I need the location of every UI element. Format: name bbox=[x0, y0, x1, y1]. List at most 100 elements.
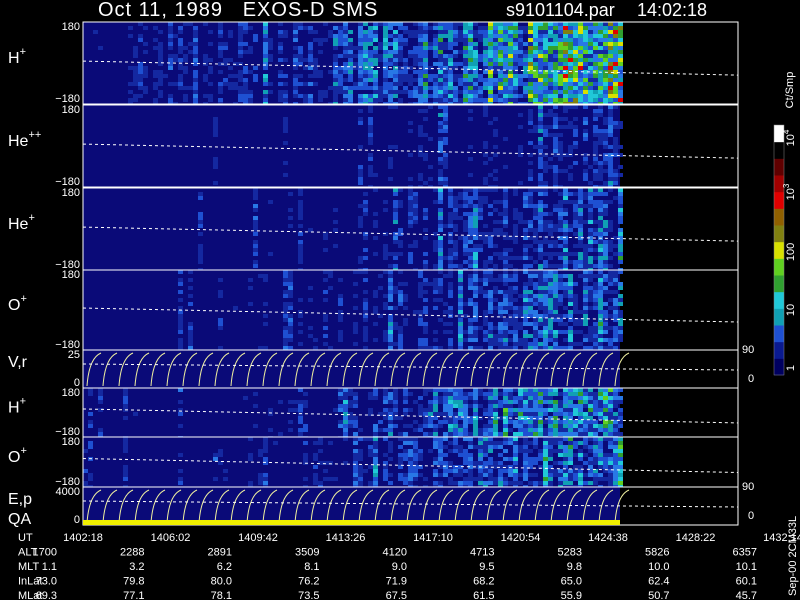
spectrogram-cell bbox=[353, 461, 358, 465]
spectrogram-cell bbox=[618, 477, 623, 481]
spectrogram-cell bbox=[438, 260, 443, 264]
spectrogram-cell bbox=[533, 424, 538, 428]
spectrogram-cell bbox=[583, 121, 588, 125]
spectrogram-cell bbox=[498, 330, 503, 334]
spectrogram-cell bbox=[548, 400, 553, 404]
spectrogram-cell bbox=[578, 412, 583, 416]
panel-label-text: H bbox=[8, 50, 20, 67]
spectrogram-cell bbox=[603, 42, 608, 46]
spectrogram-cell bbox=[408, 192, 413, 196]
spectrogram-cell bbox=[403, 400, 408, 404]
spectrogram-cell bbox=[503, 70, 508, 74]
spectrogram-cell bbox=[488, 469, 493, 473]
spectrogram-cell bbox=[568, 82, 573, 86]
spectrogram-cell bbox=[588, 338, 593, 342]
spectrogram-cell bbox=[298, 208, 303, 212]
spectrogram-cell bbox=[598, 428, 603, 432]
spectrogram-cell bbox=[168, 54, 173, 58]
spectrogram-cell bbox=[428, 408, 433, 412]
spectrogram-cell bbox=[468, 22, 473, 26]
spectrogram-cell bbox=[423, 268, 428, 270]
spectrogram-cell bbox=[468, 109, 473, 113]
spectrogram-cell bbox=[418, 177, 423, 181]
spectrogram-cell bbox=[613, 181, 618, 185]
spectrogram-cell bbox=[563, 330, 568, 334]
spectrogram-cell bbox=[338, 90, 343, 94]
colorbar-segment bbox=[774, 258, 784, 276]
spectrogram-cell bbox=[533, 302, 538, 306]
row-value: 65.0 bbox=[561, 576, 582, 588]
spectrogram-cell bbox=[553, 121, 558, 125]
spectrogram-cell bbox=[583, 78, 588, 82]
spectrogram-cell bbox=[563, 346, 568, 350]
spectrogram-cell bbox=[568, 86, 573, 90]
spectrogram-cell bbox=[548, 290, 553, 294]
spectrogram-cell bbox=[483, 274, 488, 278]
spectrogram-cell bbox=[423, 338, 428, 342]
pitch-angle-line bbox=[82, 307, 739, 323]
spectrogram-cell bbox=[278, 70, 283, 74]
spectrogram-cell bbox=[558, 102, 563, 104]
spectrogram-cell bbox=[558, 192, 563, 196]
spectrogram-cell bbox=[328, 34, 333, 38]
spectrogram-cell bbox=[488, 46, 493, 50]
spectrogram-cell bbox=[383, 248, 388, 252]
spectrogram-cell bbox=[558, 228, 563, 232]
spectrogram-cell bbox=[593, 177, 598, 181]
spectrogram-cell bbox=[448, 290, 453, 294]
spectrogram bbox=[178, 270, 623, 350]
spectrogram-cell bbox=[533, 204, 538, 208]
spectrogram-cell bbox=[493, 298, 498, 302]
spectrogram-cell bbox=[478, 445, 483, 449]
spectrogram-cell bbox=[398, 457, 403, 461]
spectrogram-cell bbox=[453, 252, 458, 256]
spectrogram-cell bbox=[513, 232, 518, 236]
spectrogram-cell bbox=[508, 86, 513, 90]
spectrogram-cell bbox=[608, 428, 613, 432]
spectrogram-cell bbox=[383, 392, 388, 396]
spectrogram-cell bbox=[498, 62, 503, 66]
spectrogram-cell bbox=[543, 302, 548, 306]
row-value: 9.5 bbox=[479, 561, 494, 573]
spectrogram-cell bbox=[338, 86, 343, 90]
spectrogram-cell bbox=[563, 240, 568, 244]
row-value: 73.5 bbox=[298, 590, 319, 600]
spectrogram-cell bbox=[613, 400, 618, 404]
spectrogram-cell bbox=[268, 428, 273, 432]
colorbar-tick-base: 10 bbox=[785, 134, 797, 146]
spectrogram-cell bbox=[283, 129, 288, 133]
spectrogram-cell bbox=[603, 157, 608, 161]
spectrogram-cell bbox=[98, 428, 103, 432]
spectrogram-cell bbox=[333, 74, 338, 78]
spectrogram-cell bbox=[238, 30, 243, 34]
spectrogram-cell bbox=[468, 477, 473, 481]
spectrogram-cell bbox=[593, 298, 598, 302]
spectrogram-cell bbox=[373, 38, 378, 42]
spectrogram-cell bbox=[483, 330, 488, 334]
spectrogram-cell bbox=[538, 248, 543, 252]
spectrogram-cell bbox=[253, 220, 258, 224]
spectrogram-cell bbox=[313, 477, 318, 481]
spectrogram-cell bbox=[468, 469, 473, 473]
spectrogram-cell bbox=[303, 94, 308, 98]
spectrogram-cell bbox=[598, 22, 603, 26]
spectrogram-cell bbox=[398, 240, 403, 244]
spectrogram-cell bbox=[178, 481, 183, 485]
spectrogram-cell bbox=[433, 188, 438, 192]
spectrogram-cell bbox=[418, 185, 423, 187]
spectrogram-cell bbox=[263, 30, 268, 34]
spectrogram-cell bbox=[423, 74, 428, 78]
spectrogram-cell bbox=[493, 86, 498, 90]
spectrogram-cell bbox=[488, 302, 493, 306]
spectrogram-cell bbox=[203, 102, 208, 104]
spectrogram-cell bbox=[598, 42, 603, 46]
spectrogram-cell bbox=[573, 34, 578, 38]
spectrogram-cell bbox=[268, 200, 273, 204]
spectrogram-cell bbox=[288, 224, 293, 228]
spectrogram-cell bbox=[523, 318, 528, 322]
spectrogram-cell bbox=[463, 90, 468, 94]
spectrogram-cell bbox=[528, 46, 533, 50]
spectrogram-cell bbox=[593, 432, 598, 436]
spectrogram-cell bbox=[613, 338, 618, 342]
spectrogram-cell bbox=[283, 34, 288, 38]
